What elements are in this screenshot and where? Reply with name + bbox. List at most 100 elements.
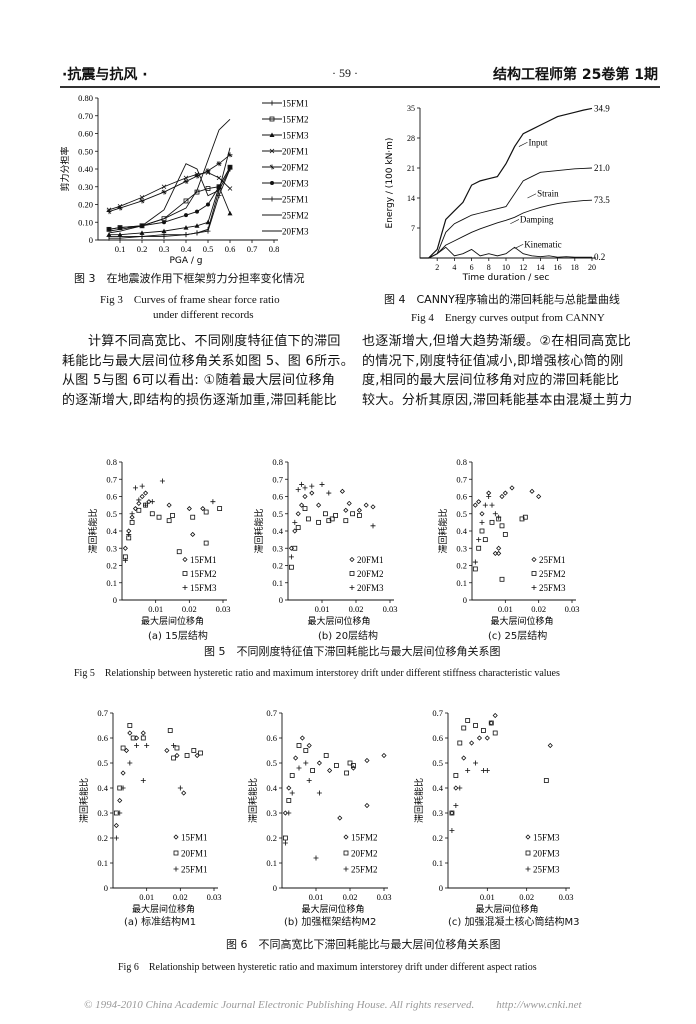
fig5c-point-25fm3 [496,514,502,520]
fig3-legend-label: 15FM3 [282,131,309,141]
fig6b-subcaption: (b) 加强框架结构M2 [284,917,377,928]
fig3-legend-marker [269,116,275,122]
fig4-xtick-label: 2 [435,263,439,272]
fig6b-legend-marker [343,866,349,872]
fig5b-point-20fm1 [356,507,362,513]
fig3-xtick-label: 0.8 [269,244,280,254]
fig3-series-20fm3 [108,118,231,232]
fig5a-ytick-label: 0.4 [106,526,117,536]
fig3-point [161,228,167,234]
text-line: 也逐渐增大,但增大趋势渐缓。②在相同高宽比 [362,334,632,349]
fig6c-point-20fm3 [492,730,498,736]
text-line: 的情况下,刚度特征值减小,即增强核心筒的刚 [362,353,624,369]
fig6b-point-15fm2 [364,757,370,764]
fig5b-point-20fm3 [326,490,332,496]
fig5c-ytick-label: 0.2 [456,561,467,571]
fig4-series-strain [420,167,593,259]
fig6a-ytick-label: 0.3 [97,808,108,818]
fig6a-point-15fm1 [164,747,170,754]
fig6b-axes [281,713,388,889]
fig6b-ytick-label: 0.3 [266,808,277,818]
fig6c-point-15fm3 [453,785,459,791]
page-number: · 59 · [332,66,358,80]
fig5c-point-25fm2 [479,528,485,534]
fig6c-point-15fm3 [547,742,553,749]
fig3-ytick-label: 0 [89,235,93,245]
fig5a-xtick-label: 0.02 [182,604,197,614]
fig6b-ytick-label: 0.7 [266,708,277,718]
fig5a-point-15fm3 [149,499,155,505]
fig4-xtick-label: 18 [571,263,579,272]
fig5a-point-15fm2 [129,519,135,525]
fig4-axes [419,108,596,259]
fig4-xtick-label: 12 [519,263,527,272]
fig3-series-20fm1 [108,172,231,211]
fig6b-point-20fm2 [310,768,316,773]
fig5c-legend-label: 25FM3 [539,583,566,593]
fig5a-point-15fm2 [156,514,162,520]
fig6a-subcaption: (a) 标准结构M1 [124,917,197,928]
fig6b-point-20fm2 [350,763,356,768]
fig5a-point-15fm1 [190,531,196,538]
fig5c-point-25fm1 [529,488,535,494]
fig6b-point-25fm2 [306,778,312,783]
fig5c-point-25fm2 [476,545,482,551]
fig5a-legend-label: 15FM3 [190,583,217,593]
fig3-point [205,168,211,174]
fig3-point [183,178,189,184]
fig6a-point-15fm1 [140,730,146,736]
fig6a-point-20fm1 [174,745,180,751]
fig4-xtick-label: 10 [502,263,510,272]
fig6b-point-15fm2 [293,755,299,761]
fig6a-point-25fm1 [113,835,119,841]
fig3-point [106,209,112,215]
fig6c-ytick-label: 0.5 [432,758,443,768]
fig6b-point-20fm2 [303,748,309,753]
fig5c-ytick-label: 0.4 [456,526,467,536]
fig3-xtick-label: 0.5 [203,244,214,254]
fig6b-point-15fm2 [299,735,305,741]
fig6c-xlabel: 最大层间位移角 [475,903,538,915]
fig4-caption-en: Fig 4 Energy curves output from CANNY [411,312,605,324]
fig6b-point-20fm2 [286,798,292,803]
fig3-point [162,220,166,225]
fig5c-ylabel: 滞回耗能比 [437,508,449,553]
fig6b-point-20fm2 [296,743,302,748]
fig4-ylabel: Energy / (100 kN·m) [385,138,395,229]
fig5b-point-20fm2 [356,513,362,518]
fig6-caption-cn: 图 6 不同高宽比下滞回耗能比与最大层间位移角关系图 [226,938,501,951]
fig4-end-label: 73.5 [594,195,610,205]
fig5b-point-20fm1 [370,504,376,510]
fig5c-point-25fm1 [509,485,515,491]
fig4-ytick-label: 35 [407,104,415,113]
fig6a-point-15fm1 [117,797,123,804]
fig5a-xtick-label: 0.03 [216,604,231,614]
fig5c-point-25fm1 [536,493,542,500]
fig5b-point-20fm1 [363,502,369,508]
fig5c-ytick-label: 0.5 [456,509,467,519]
fig5a-subcaption: (a) 15层结构 [148,631,208,642]
fig5a-point-15fm1 [146,499,152,505]
fig3-point [161,189,167,195]
fig3-legend-marker [269,100,275,106]
fig6a-point-15fm1 [181,790,187,796]
fig5c-legend-marker [531,571,537,576]
fig6c-point-15fm3 [469,740,475,746]
fig6a-xtick-label: 0.03 [207,892,222,902]
fig6c-ylabel: 滞回耗能比 [413,778,425,823]
fig6a-legend-label: 15FM1 [181,833,208,843]
fig3-series-25fm2 [108,147,231,234]
fig6a-point-25fm1 [177,785,183,791]
fig5a-ylabel: 滞回耗能比 [87,508,99,553]
fig5b-point-20fm2 [322,511,328,517]
fig3-ytick-label: 0.50 [78,146,93,156]
fig4-xtick-label: 4 [452,263,456,272]
fig5a-legend-marker [182,585,188,590]
fig6b-ytick-label: 0.5 [266,758,277,768]
fig6b-legend-label: 20FM2 [351,849,378,859]
text-line: 的逐渐增大,即结构的损伤逐渐加重,滞回耗能比 [62,392,337,408]
fig4-ytick-label: 7 [411,224,415,233]
fig3-point [183,198,189,204]
fig6c-legend-label: 15FM3 [533,833,560,843]
fig6b-legend-marker [343,850,349,856]
